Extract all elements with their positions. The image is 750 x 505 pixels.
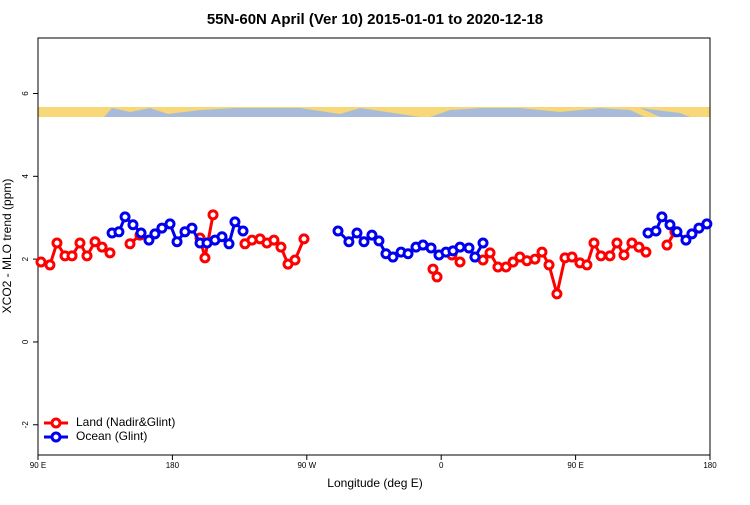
point: [387, 251, 399, 263]
point: [207, 209, 219, 221]
x-axis-label: Longitude (deg E): [327, 476, 422, 490]
point: [656, 211, 668, 223]
x-tick-label: 0: [439, 461, 444, 470]
point: [529, 253, 541, 265]
point: [373, 235, 385, 247]
point: [143, 234, 155, 246]
point: [289, 254, 301, 266]
point: [127, 219, 139, 231]
point: [81, 250, 93, 262]
point: [477, 237, 489, 249]
point: [51, 237, 63, 249]
point: [507, 256, 519, 268]
point: [44, 259, 56, 271]
point: [664, 219, 676, 231]
y-axis-label: XCO2 - MLO trend (ppm): [0, 179, 14, 314]
point: [650, 225, 662, 237]
legend-marker: [50, 431, 62, 443]
map-strip: [38, 107, 710, 117]
x-tick-label: 180: [703, 461, 717, 470]
point: [581, 259, 593, 271]
point: [454, 256, 466, 268]
point: [693, 222, 705, 234]
point: [454, 241, 466, 253]
map-ocean: [104, 108, 420, 117]
y-tick-label: -2: [21, 421, 30, 429]
point: [119, 211, 131, 223]
point: [74, 237, 86, 249]
point: [332, 225, 344, 237]
point: [566, 251, 578, 263]
point: [351, 227, 363, 239]
point: [661, 239, 673, 251]
point: [701, 218, 713, 230]
x-tick-label: 90 W: [297, 461, 316, 470]
x-tick-label: 90 E: [567, 461, 583, 470]
point: [595, 250, 607, 262]
point: [633, 241, 645, 253]
x-tick-label: 180: [166, 461, 180, 470]
point: [124, 238, 136, 250]
point: [35, 256, 47, 268]
legend-label: Ocean (Glint): [76, 429, 147, 443]
point: [113, 226, 125, 238]
point: [275, 241, 287, 253]
point: [536, 246, 548, 258]
point: [680, 234, 692, 246]
point: [431, 271, 443, 283]
legend-marker: [50, 417, 62, 429]
point: [223, 238, 235, 250]
map-ocean: [430, 108, 645, 117]
point: [237, 225, 249, 237]
point: [156, 222, 168, 234]
point: [366, 229, 378, 241]
point: [588, 237, 600, 249]
map-ocean: [640, 108, 690, 117]
point: [298, 233, 310, 245]
point: [425, 242, 437, 254]
point: [543, 259, 555, 271]
point: [463, 242, 475, 254]
point: [199, 252, 211, 264]
point: [484, 247, 496, 259]
point: [229, 216, 241, 228]
y-tick-label: 4: [21, 174, 30, 179]
legend-label: Land (Nadir&Glint): [76, 415, 175, 429]
point: [640, 246, 652, 258]
point: [686, 228, 698, 240]
point: [402, 248, 414, 260]
y-tick-label: 6: [21, 91, 30, 96]
x-tick-label: 90 E: [30, 461, 46, 470]
point: [604, 250, 616, 262]
y-tick-label: 2: [21, 256, 30, 261]
point: [164, 218, 176, 230]
point: [66, 250, 78, 262]
plot-frame: [37, 37, 711, 456]
point: [96, 241, 108, 253]
point: [358, 236, 370, 248]
point: [171, 236, 183, 248]
point: [671, 226, 683, 238]
y-tick-label: 0: [21, 339, 30, 344]
point: [186, 222, 198, 234]
point: [469, 251, 481, 263]
point: [611, 237, 623, 249]
point: [104, 247, 116, 259]
point: [268, 234, 280, 246]
point: [551, 288, 563, 300]
chart-title: 55N-60N April (Ver 10) 2015-01-01 to 202…: [207, 11, 543, 28]
point: [89, 236, 101, 248]
point: [216, 231, 228, 243]
point: [149, 228, 161, 240]
point: [135, 227, 147, 239]
point: [343, 236, 355, 248]
point: [618, 249, 630, 261]
point: [427, 263, 439, 275]
point: [500, 261, 512, 273]
